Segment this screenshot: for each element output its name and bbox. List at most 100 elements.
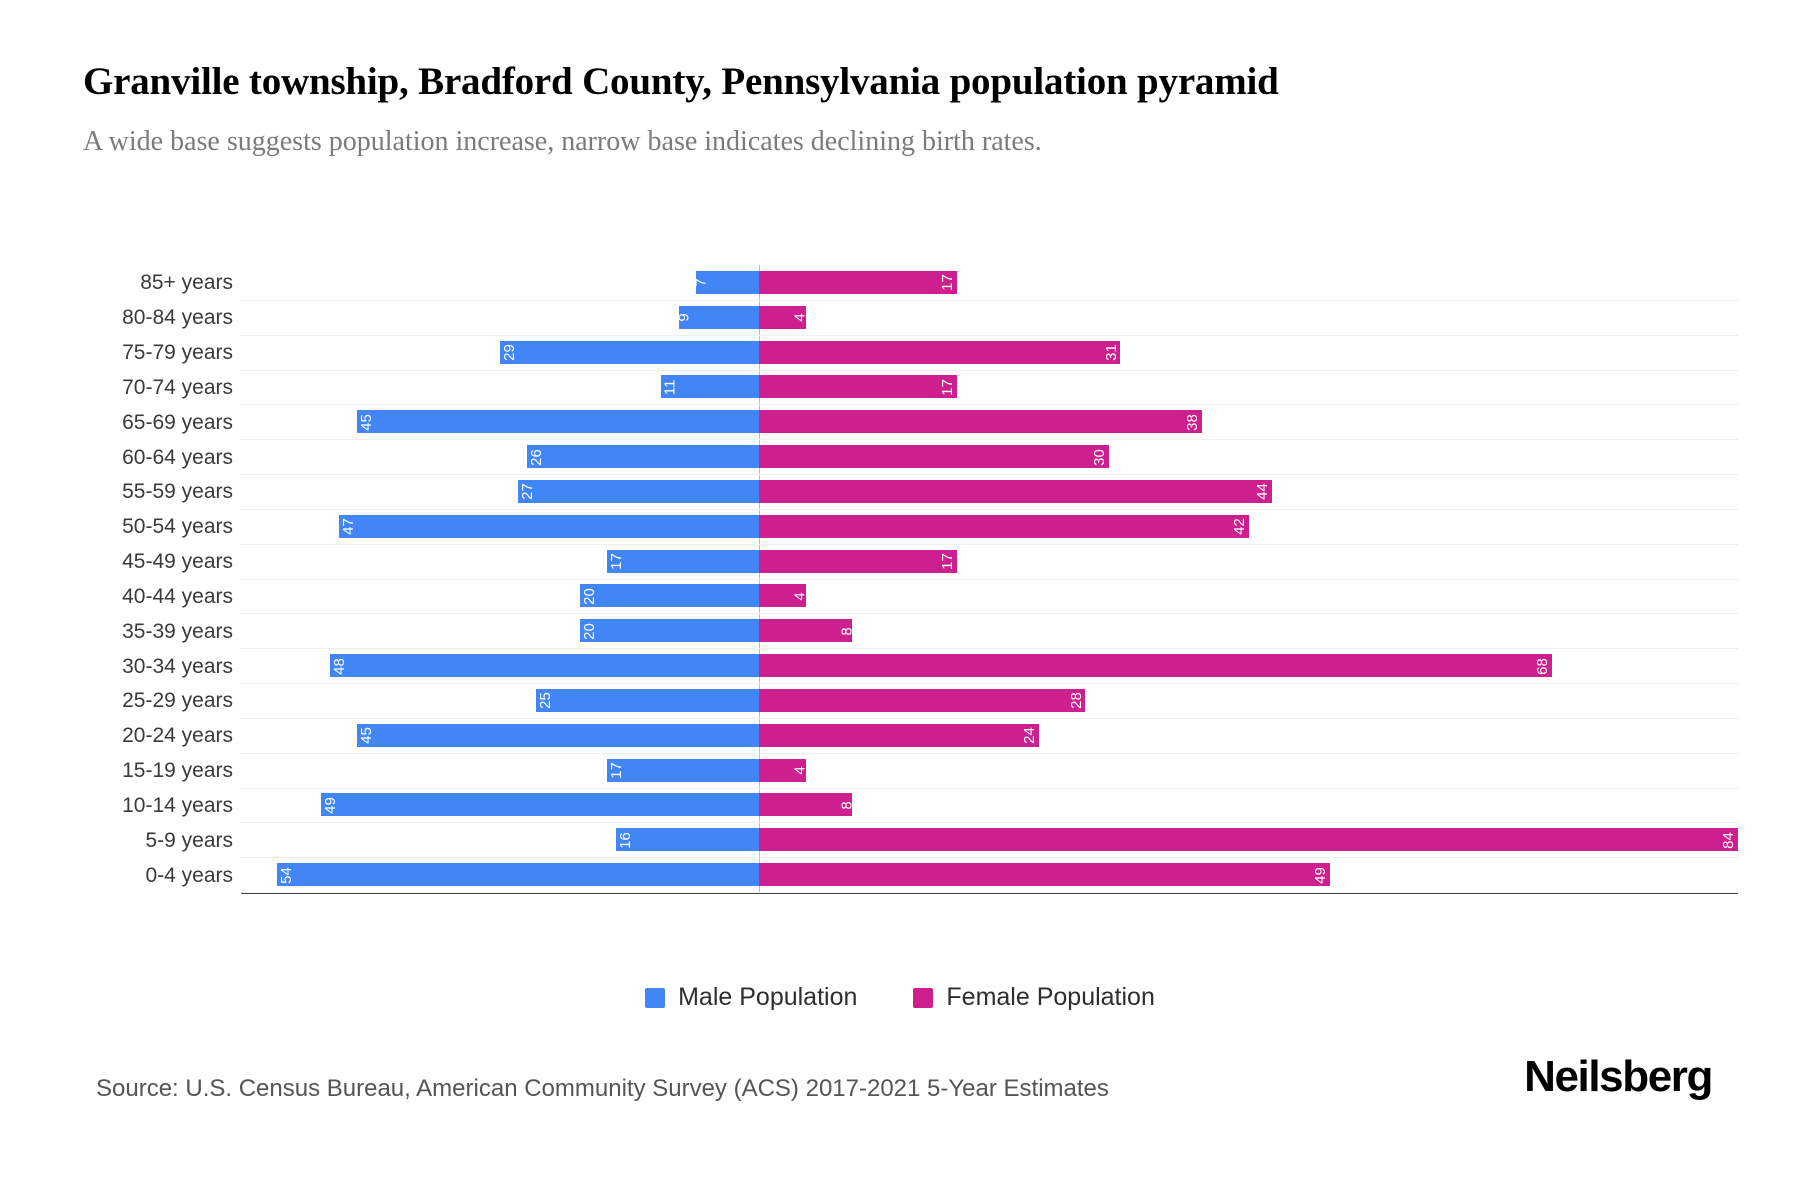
bar-male[interactable]: 49 xyxy=(321,793,759,817)
gridline xyxy=(241,718,1738,719)
y-axis-label: 85+ years xyxy=(140,271,233,295)
bar-male[interactable]: 47 xyxy=(339,514,759,538)
bar-male[interactable]: 11 xyxy=(660,375,759,399)
y-axis-label: 80-84 years xyxy=(122,306,233,330)
gridline xyxy=(241,788,1738,789)
chart-legend: Male Population Female Population xyxy=(0,985,1800,1010)
bar-male[interactable]: 27 xyxy=(517,479,759,503)
bar-value-male: 48 xyxy=(331,657,349,675)
bar-value-female: 44 xyxy=(1253,483,1271,501)
population-pyramid-plot: 85+ years 80-84 years 75-79 years 70-74 yea… xyxy=(83,265,1738,915)
bar-value-female: 17 xyxy=(939,553,957,570)
bar-male[interactable]: 16 xyxy=(616,828,759,852)
bar-value-male: 47 xyxy=(340,518,358,536)
pyramid-row: 11 17 xyxy=(241,375,1738,399)
bar-female[interactable]: 49 xyxy=(759,863,1331,887)
bar-female[interactable]: 24 xyxy=(759,723,1039,747)
gridline xyxy=(241,892,1738,893)
bar-male[interactable]: 45 xyxy=(357,410,759,434)
pyramid-row: 20 4 xyxy=(241,584,1738,608)
bar-value-female: 42 xyxy=(1230,518,1248,536)
pyramid-row: 17 4 xyxy=(241,758,1738,782)
pyramid-row: 54 49 xyxy=(241,863,1738,887)
gridline xyxy=(241,753,1738,754)
bar-male[interactable]: 48 xyxy=(330,654,759,678)
bar-female[interactable]: 28 xyxy=(759,688,1086,712)
y-axis-label: 50-54 years xyxy=(122,515,233,539)
bar-male[interactable]: 7 xyxy=(693,270,759,294)
bar-value-male: 16 xyxy=(616,831,634,849)
bar-value-female: 4 xyxy=(791,313,809,322)
bar-female[interactable]: 4 xyxy=(759,758,809,782)
y-axis-label: 20-24 years xyxy=(122,724,233,748)
bar-male[interactable]: 17 xyxy=(607,549,759,573)
bar-male[interactable]: 45 xyxy=(357,723,759,747)
bar-value-male: 17 xyxy=(608,553,626,570)
bar-female[interactable]: 42 xyxy=(759,514,1249,538)
gridline xyxy=(241,683,1738,684)
bar-female[interactable]: 8 xyxy=(759,619,856,643)
y-axis-label: 65-69 years xyxy=(122,410,233,434)
legend-item-female[interactable]: Female Population xyxy=(913,985,1155,1010)
y-axis-label: 40-44 years xyxy=(122,584,233,608)
bar-value-female: 38 xyxy=(1184,413,1202,431)
center-axis-line xyxy=(759,265,760,892)
bar-male[interactable]: 54 xyxy=(276,863,759,887)
pyramid-row: 48 68 xyxy=(241,654,1738,678)
bar-female[interactable]: 38 xyxy=(759,410,1202,434)
pyramid-row: 16 84 xyxy=(241,828,1738,852)
y-axis-label: 0-4 years xyxy=(145,863,233,887)
gridline xyxy=(241,370,1738,371)
bar-female[interactable]: 17 xyxy=(759,375,958,399)
bar-female[interactable]: 8 xyxy=(759,793,856,817)
bar-female[interactable]: 31 xyxy=(759,340,1121,364)
y-axis-label: 60-64 years xyxy=(122,445,233,469)
bar-value-male: 20 xyxy=(581,622,599,640)
bar-female[interactable]: 30 xyxy=(759,445,1109,469)
bar-male[interactable]: 25 xyxy=(535,688,759,712)
gridline xyxy=(241,857,1738,858)
pyramid-row: 27 44 xyxy=(241,479,1738,503)
bar-value-female: 30 xyxy=(1090,448,1108,466)
bar-value-male: 29 xyxy=(500,344,518,361)
legend-label-male: Male Population xyxy=(678,983,858,1011)
pyramid-row: 17 17 xyxy=(241,549,1738,573)
y-axis-label: 55-59 years xyxy=(122,480,233,504)
bar-value-male: 9 xyxy=(675,313,693,322)
bar-female[interactable]: 17 xyxy=(759,549,958,573)
bar-value-female: 31 xyxy=(1102,344,1120,361)
bar-female[interactable]: 44 xyxy=(759,479,1272,503)
bar-value-female: 8 xyxy=(838,627,856,636)
bar-male[interactable]: 9 xyxy=(675,305,759,329)
y-axis-label: 15-19 years xyxy=(122,759,233,783)
bar-female[interactable]: 4 xyxy=(759,305,809,329)
bar-female[interactable]: 68 xyxy=(759,654,1552,678)
bar-male[interactable]: 20 xyxy=(580,584,759,608)
bar-value-female: 49 xyxy=(1312,866,1330,884)
bar-male[interactable]: 20 xyxy=(580,619,759,643)
bar-value-female: 68 xyxy=(1533,657,1551,675)
bar-female[interactable]: 84 xyxy=(759,828,1738,852)
pyramid-row: 29 31 xyxy=(241,340,1738,364)
gridline xyxy=(241,474,1738,475)
bar-male[interactable]: 17 xyxy=(607,758,759,782)
bar-value-male: 17 xyxy=(608,762,626,779)
legend-item-male[interactable]: Male Population xyxy=(645,985,857,1010)
bar-value-male: 49 xyxy=(322,797,340,814)
bar-value-female: 84 xyxy=(1720,831,1738,849)
bar-male[interactable]: 29 xyxy=(500,340,759,364)
gridline xyxy=(241,579,1738,580)
bar-value-male: 25 xyxy=(536,692,554,710)
page-title: Granville township, Bradford County, Pen… xyxy=(83,60,1279,103)
bar-female[interactable]: 4 xyxy=(759,584,809,608)
y-axis-label: 75-79 years xyxy=(122,341,233,365)
y-axis-labels: 85+ years 80-84 years 75-79 years 70-74 yea… xyxy=(83,265,241,892)
bar-value-female: 8 xyxy=(838,801,856,810)
bar-female[interactable]: 17 xyxy=(759,270,958,294)
bar-male[interactable]: 26 xyxy=(526,445,759,469)
gridline xyxy=(241,613,1738,614)
gridline xyxy=(241,439,1738,440)
bar-value-female: 4 xyxy=(791,766,809,775)
